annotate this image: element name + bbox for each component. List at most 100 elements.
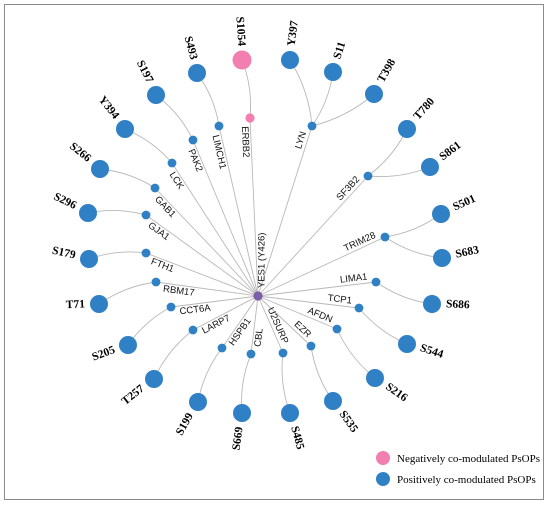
edge-lyn-y397 [289, 59, 313, 127]
edge-larp7-t257 [153, 329, 194, 380]
site-node-s493[interactable] [188, 64, 206, 82]
site-node-s535[interactable] [324, 392, 342, 410]
site-label-s266: S266 [67, 140, 93, 164]
gene-label-rbm17: RBM17 [162, 284, 195, 299]
gene-node-larp7[interactable] [188, 325, 198, 335]
edge-hub-hspb1 [221, 295, 259, 349]
site-node-s197[interactable] [147, 86, 165, 104]
gene-node-pak2[interactable] [188, 135, 198, 145]
edge-hub-u2surp [257, 295, 284, 354]
labels-layer: S1054 ERBB2 Y397 S11 T398 LYN T780 S861 SF3B2 S50… [51, 16, 480, 451]
edge-trim28-s501 [384, 213, 442, 238]
site-label-s216: S216 [383, 381, 409, 405]
hub-label: YES1 (Y426) [257, 233, 268, 288]
site-node-s501[interactable] [432, 205, 450, 223]
gene-label-cct6a: CCT6A [179, 303, 212, 318]
gene-node-erbb2[interactable] [245, 113, 255, 123]
gene-label-afdn: AFDN [306, 305, 334, 325]
gene-node-cbl[interactable] [246, 349, 256, 359]
site-label-s11: S11 [331, 40, 348, 60]
site-node-s296[interactable] [79, 204, 97, 222]
edge-hub-rbm17 [155, 281, 259, 297]
edge-hub-fth1 [145, 252, 259, 297]
nodes-layer [79, 50, 451, 422]
site-node-s686[interactable] [423, 295, 441, 313]
gene-node-gja1[interactable] [141, 210, 151, 220]
site-label-s501: S501 [451, 193, 478, 214]
gene-node-u2surp[interactable] [278, 348, 288, 358]
edge-hub-cct6a [170, 295, 259, 308]
site-node-s669[interactable] [233, 404, 251, 422]
edge-tcp1-s544 [358, 307, 408, 345]
edge-u2surp-s485 [281, 352, 291, 414]
gene-node-trim28[interactable] [380, 232, 390, 242]
site-node-s11[interactable] [324, 63, 342, 81]
legend-positive-swatch [376, 472, 390, 486]
gene-node-rbm17[interactable] [151, 277, 161, 287]
gene-label-limch1: LIMCH1 [210, 134, 229, 170]
gene-label-cbl: CBL [252, 328, 265, 348]
edge-hub-gja1 [145, 214, 259, 297]
edge-rbm17-t71 [98, 281, 157, 305]
gene-label-larp7: LARP7 [200, 313, 232, 337]
edge-hub-cbl [250, 295, 259, 355]
edge-lima1-s686 [375, 281, 433, 305]
legend-negative-label: Negatively co-modulated PsOPs [397, 453, 540, 465]
gene-node-limch1[interactable] [214, 121, 224, 131]
site-label-y397: Y397 [286, 20, 301, 47]
site-label-s179: S179 [51, 245, 77, 262]
gene-node-afdn[interactable] [332, 324, 342, 334]
site-node-y397[interactable] [281, 51, 299, 69]
gene-node-gab1[interactable] [150, 183, 160, 193]
site-label-s296: S296 [52, 191, 79, 212]
site-node-s205[interactable] [119, 336, 137, 354]
site-node-t257[interactable] [145, 370, 163, 388]
site-node-s266[interactable] [91, 160, 109, 178]
site-node-t71[interactable] [90, 295, 108, 313]
gene-label-pak2: PAK2 [185, 148, 204, 174]
site-node-s683[interactable] [433, 249, 451, 267]
site-node-s544[interactable] [398, 335, 416, 353]
site-label-s493: S493 [182, 35, 200, 61]
gene-node-lck[interactable] [167, 158, 177, 168]
gene-node-tcp1[interactable] [354, 303, 364, 313]
gene-label-ezr: EZR [292, 319, 313, 340]
edge-hub-afdn [257, 295, 338, 330]
site-label-t257: T257 [120, 383, 147, 408]
site-node-y394[interactable] [116, 120, 134, 138]
site-label-s861: S861 [437, 139, 463, 163]
site-label-s544: S544 [419, 342, 445, 361]
edge-hub-lima1 [257, 281, 377, 297]
gene-node-hspb1[interactable] [217, 343, 227, 353]
site-label-s199: S199 [174, 411, 196, 438]
site-label-s683: S683 [454, 244, 480, 261]
site-node-s199[interactable] [189, 393, 207, 411]
site-label-s1054: S1054 [233, 16, 247, 46]
site-node-t398[interactable] [365, 85, 383, 103]
site-node-t780[interactable] [398, 120, 416, 138]
edge-sf3b2-t780 [367, 128, 408, 177]
site-node-s1054[interactable] [232, 50, 252, 70]
hub-node[interactable] [253, 291, 263, 301]
gene-label-erbb2: ERBB2 [239, 126, 251, 158]
edges-layer [87, 59, 443, 414]
gene-node-ezr[interactable] [306, 341, 316, 351]
gene-node-fth1[interactable] [141, 248, 151, 258]
site-node-s861[interactable] [421, 158, 439, 176]
site-node-s216[interactable] [366, 369, 384, 387]
legend: Negatively co-modulated PsOPs Positively… [376, 451, 540, 486]
gene-node-cct6a[interactable] [166, 302, 176, 312]
site-label-t71: T71 [66, 298, 86, 311]
edge-hub-erbb2 [249, 117, 259, 297]
gene-node-sf3b2[interactable] [363, 171, 373, 181]
site-label-t780: T780 [412, 96, 438, 123]
site-node-s179[interactable] [80, 250, 98, 268]
gene-node-lyn[interactable] [307, 121, 317, 131]
gene-node-lima1[interactable] [371, 277, 381, 287]
edge-hub-gab1 [154, 187, 259, 297]
site-label-t398: T398 [375, 57, 398, 85]
site-node-s485[interactable] [281, 404, 299, 422]
gene-label-gja1: GJA1 [146, 220, 172, 243]
site-label-s535: S535 [337, 409, 361, 435]
gene-label-lck: LCK [167, 170, 187, 192]
